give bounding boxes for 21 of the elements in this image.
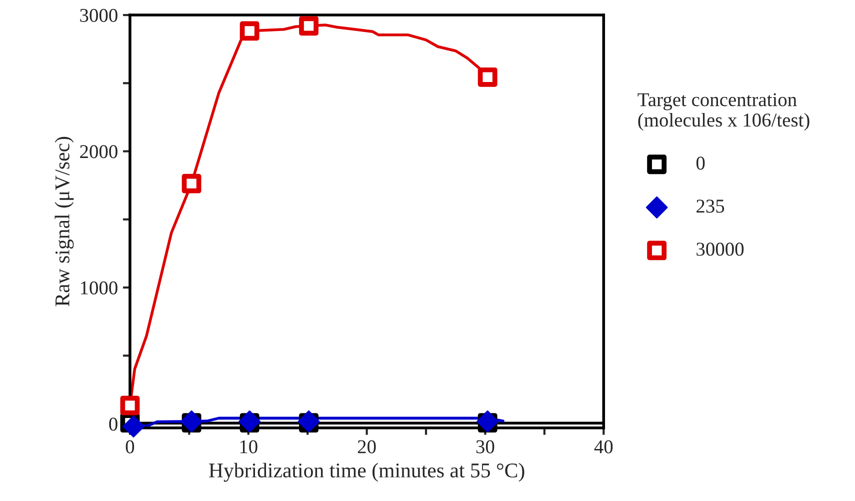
y-tick-label: 3000 [80, 8, 118, 22]
legend-label: 235 [696, 200, 724, 213]
point [299, 16, 318, 36]
y-tick-label: 0 [109, 418, 118, 431]
point [478, 67, 498, 87]
legend-label: 30000 [696, 242, 744, 256]
point [122, 415, 145, 438]
legend-label: 0 [696, 156, 705, 170]
point [240, 21, 260, 41]
point [120, 396, 140, 416]
y-tick-label: 1000 [80, 281, 118, 294]
y-tick-label: 2000 [80, 145, 118, 158]
x-tick-label: 20 [358, 440, 376, 454]
legend-title: Target concentration (molecules x 106/test) [638, 93, 810, 131]
x-axis-title: Hybridization time (minutes at 55 °C) [209, 462, 524, 482]
y-axis-title: Raw signal (μV/sec) [54, 136, 74, 306]
x-tick-label: 30 [476, 440, 494, 454]
point [182, 174, 202, 194]
x-tick-label: 40 [594, 440, 613, 454]
x-tick-label: 0 [126, 440, 134, 454]
x-tick-label: 10 [240, 440, 258, 454]
